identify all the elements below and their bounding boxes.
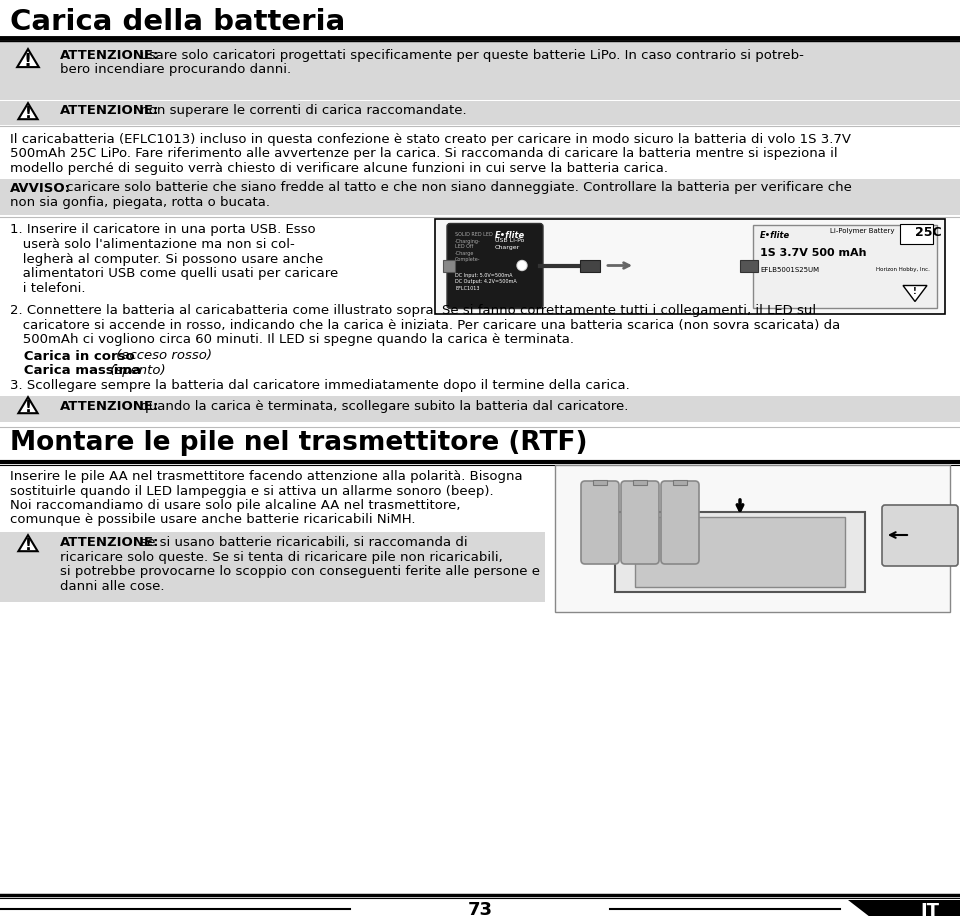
- Text: 1S 3.7V 500 mAh: 1S 3.7V 500 mAh: [760, 248, 867, 258]
- FancyBboxPatch shape: [621, 481, 659, 564]
- Text: -Charge: -Charge: [455, 250, 474, 256]
- Text: 1. Inserire il caricatore in una porta USB. Esso: 1. Inserire il caricatore in una porta U…: [10, 224, 316, 236]
- Text: Carica in corso: Carica in corso: [10, 350, 134, 363]
- Polygon shape: [18, 398, 37, 413]
- FancyBboxPatch shape: [435, 219, 945, 313]
- Text: !: !: [25, 400, 32, 415]
- Text: 25C: 25C: [915, 226, 942, 239]
- Circle shape: [518, 261, 526, 269]
- Text: Il caricabatteria (EFLC1013) incluso in questa confezione è stato creato per car: Il caricabatteria (EFLC1013) incluso in …: [10, 133, 851, 146]
- Text: DC Output: 4.2V=500mA: DC Output: 4.2V=500mA: [455, 279, 516, 285]
- Text: USB Li-Po: USB Li-Po: [495, 238, 524, 244]
- Text: 500mAh 25C LiPo. Fare riferimento alle avvertenze per la carica. Si raccomanda d: 500mAh 25C LiPo. Fare riferimento alle a…: [10, 147, 838, 160]
- Text: E•flite: E•flite: [760, 231, 790, 239]
- Text: bero incendiare procurando danni.: bero incendiare procurando danni.: [60, 63, 291, 76]
- FancyBboxPatch shape: [0, 42, 960, 100]
- FancyBboxPatch shape: [633, 480, 647, 485]
- FancyBboxPatch shape: [0, 532, 545, 602]
- FancyBboxPatch shape: [443, 259, 455, 271]
- Text: ATTENZIONE:: ATTENZIONE:: [60, 536, 159, 549]
- FancyBboxPatch shape: [740, 259, 758, 271]
- FancyBboxPatch shape: [635, 517, 845, 587]
- FancyBboxPatch shape: [882, 505, 958, 566]
- Text: legherà al computer. Si possono usare anche: legherà al computer. Si possono usare an…: [10, 253, 324, 266]
- Text: -Charging-: -Charging-: [455, 238, 481, 244]
- Text: se si usano batterie ricaricabili, si raccomanda di: se si usano batterie ricaricabili, si ra…: [136, 536, 468, 549]
- Text: Carica massima: Carica massima: [10, 364, 141, 377]
- Text: alimentatori USB come quelli usati per caricare: alimentatori USB come quelli usati per c…: [10, 267, 338, 280]
- Polygon shape: [17, 49, 38, 67]
- Text: !: !: [25, 106, 32, 121]
- Text: 3. Scollegare sempre la batteria dal caricatore immediatamente dopo il termine d: 3. Scollegare sempre la batteria dal car…: [10, 378, 630, 391]
- Text: userà solo l'alimentazione ma non si col-: userà solo l'alimentazione ma non si col…: [10, 238, 295, 251]
- Text: si potrebbe provocarne lo scoppio con conseguenti ferite alle persone e: si potrebbe provocarne lo scoppio con co…: [60, 565, 540, 578]
- FancyBboxPatch shape: [661, 481, 699, 564]
- FancyBboxPatch shape: [0, 396, 960, 422]
- Text: non superare le correnti di carica raccomandate.: non superare le correnti di carica racco…: [136, 104, 467, 117]
- FancyBboxPatch shape: [615, 512, 865, 592]
- Polygon shape: [18, 535, 37, 551]
- Text: IT: IT: [920, 902, 939, 916]
- Text: AVVISO:: AVVISO:: [10, 181, 71, 194]
- Text: caricatore si accende in rosso, indicando che la carica è iniziata. Per caricare: caricatore si accende in rosso, indicand…: [10, 319, 840, 332]
- Text: ATTENZIONE:: ATTENZIONE:: [60, 104, 159, 117]
- Text: SOLID RED LED: SOLID RED LED: [455, 233, 492, 237]
- Text: quando la carica è terminata, scollegare subito la batteria dal caricatore.: quando la carica è terminata, scollegare…: [136, 400, 629, 413]
- FancyBboxPatch shape: [580, 259, 600, 271]
- FancyBboxPatch shape: [581, 481, 619, 564]
- Polygon shape: [848, 900, 960, 916]
- Text: 500mAh ci vogliono circa 60 minuti. Il LED si spegne quando la carica è terminat: 500mAh ci vogliono circa 60 minuti. Il L…: [10, 333, 574, 346]
- Text: Horizon Hobby, Inc.: Horizon Hobby, Inc.: [876, 267, 930, 271]
- Text: 2. Connettere la batteria al caricabatteria come illustrato sopra. Se si fanno c: 2. Connettere la batteria al caricabatte…: [10, 304, 816, 317]
- Polygon shape: [903, 286, 927, 301]
- Text: E•flite: E•flite: [495, 231, 525, 239]
- Text: Li-Polymer Battery: Li-Polymer Battery: [830, 228, 895, 234]
- Text: Inserire le pile AA nel trasmettitore facendo attenzione alla polarità. Bisogna: Inserire le pile AA nel trasmettitore fa…: [10, 470, 522, 483]
- Text: (acceso rosso): (acceso rosso): [111, 350, 212, 363]
- Text: i telefoni.: i telefoni.: [10, 281, 85, 295]
- Text: modello perché di seguito verrà chiesto di verificare alcune funzioni in cui ser: modello perché di seguito verrà chiesto …: [10, 162, 668, 175]
- Text: ATTENZIONE:: ATTENZIONE:: [60, 400, 159, 413]
- Text: ATTENZIONE:: ATTENZIONE:: [60, 49, 159, 62]
- FancyBboxPatch shape: [900, 224, 933, 244]
- Text: sostituirle quando il LED lampeggia e si attiva un allarme sonoro (beep).: sostituirle quando il LED lampeggia e si…: [10, 485, 493, 497]
- FancyBboxPatch shape: [593, 480, 607, 485]
- Text: 73: 73: [468, 901, 492, 916]
- Text: Charger: Charger: [495, 245, 520, 250]
- Circle shape: [517, 260, 527, 270]
- Text: ricaricare solo queste. Se si tenta di ricaricare pile non ricaricabili,: ricaricare solo queste. Se si tenta di r…: [60, 551, 503, 563]
- Polygon shape: [18, 104, 37, 119]
- FancyBboxPatch shape: [447, 224, 543, 309]
- Text: EFLB5001S25UM: EFLB5001S25UM: [760, 267, 819, 272]
- FancyBboxPatch shape: [0, 101, 960, 125]
- FancyBboxPatch shape: [673, 480, 687, 485]
- Text: Noi raccomandiamo di usare solo pile alcaline AA nel trasmettitore,: Noi raccomandiamo di usare solo pile alc…: [10, 499, 461, 512]
- Text: (spento): (spento): [106, 364, 166, 377]
- Text: Montare le pile nel trasmettitore (RTF): Montare le pile nel trasmettitore (RTF): [10, 430, 588, 456]
- Text: !: !: [24, 52, 32, 70]
- Text: Complete-: Complete-: [455, 256, 481, 261]
- Text: LED Off: LED Off: [455, 245, 473, 249]
- FancyBboxPatch shape: [0, 179, 960, 214]
- FancyBboxPatch shape: [753, 224, 937, 308]
- Text: !: !: [25, 538, 32, 553]
- Text: caricare solo batterie che siano fredde al tatto e che non siano danneggiate. Co: caricare solo batterie che siano fredde …: [62, 181, 852, 194]
- Text: danni alle cose.: danni alle cose.: [60, 580, 164, 593]
- FancyBboxPatch shape: [555, 465, 950, 612]
- Text: Carica della batteria: Carica della batteria: [10, 8, 346, 36]
- Text: !: !: [913, 287, 917, 296]
- Text: DC Input: 5.0V=500mA: DC Input: 5.0V=500mA: [455, 274, 513, 278]
- Text: usare solo caricatori progettati specificamente per queste batterie LiPo. In cas: usare solo caricatori progettati specifi…: [136, 49, 804, 62]
- Text: non sia gonfia, piegata, rotta o bucata.: non sia gonfia, piegata, rotta o bucata.: [10, 196, 270, 209]
- Text: comunque è possibile usare anche batterie ricaricabili NiMH.: comunque è possibile usare anche batteri…: [10, 514, 416, 527]
- Text: EFLC1013: EFLC1013: [455, 286, 479, 290]
